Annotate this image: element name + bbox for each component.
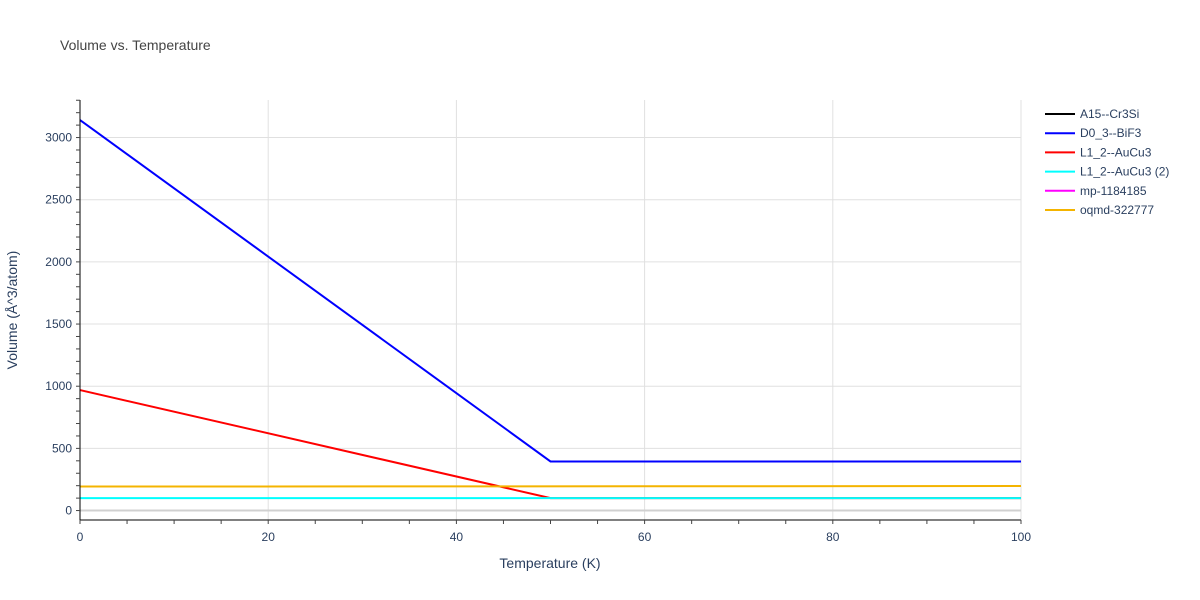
legend-item: D0_3--BiF3 <box>1080 126 1142 140</box>
y-axis-label: Volume (Å^3/atom) <box>4 251 20 370</box>
series-line <box>79 119 1021 463</box>
x-tick-label: 60 <box>638 530 652 544</box>
y-tick-label: 1500 <box>45 317 72 331</box>
series-lines <box>79 119 1022 500</box>
y-tick-label: 500 <box>52 441 72 455</box>
legend: A15--Cr3Si D0_3--BiF3 L1_2--AuCu3 L1_2--AuC… <box>1045 107 1169 217</box>
grid <box>80 100 1022 520</box>
legend-item: A15--Cr3Si <box>1080 107 1139 121</box>
legend-item: L1_2--AuCu3 (2) <box>1080 165 1169 179</box>
y-tick-label: 2000 <box>45 255 72 269</box>
legend-item: oqmd-322777 <box>1080 203 1154 217</box>
y-tick-label: 2500 <box>45 193 72 207</box>
chart-title: Volume vs. Temperature <box>60 37 211 53</box>
x-tick-label: 80 <box>826 530 840 544</box>
legend-item: mp-1184185 <box>1080 184 1147 198</box>
y-tick-label: 3000 <box>45 131 72 145</box>
legend-item: L1_2--AuCu3 <box>1080 145 1152 159</box>
x-tick-label: 100 <box>1011 530 1031 544</box>
x-tick-label: 40 <box>450 530 464 544</box>
y-tick-label: 1000 <box>45 379 72 393</box>
series-line <box>79 389 1021 500</box>
x-tick-label: 0 <box>77 530 84 544</box>
x-tick-label: 20 <box>262 530 276 544</box>
x-axis-label: Temperature (K) <box>499 555 600 571</box>
y-tick-label: 0 <box>65 504 72 518</box>
